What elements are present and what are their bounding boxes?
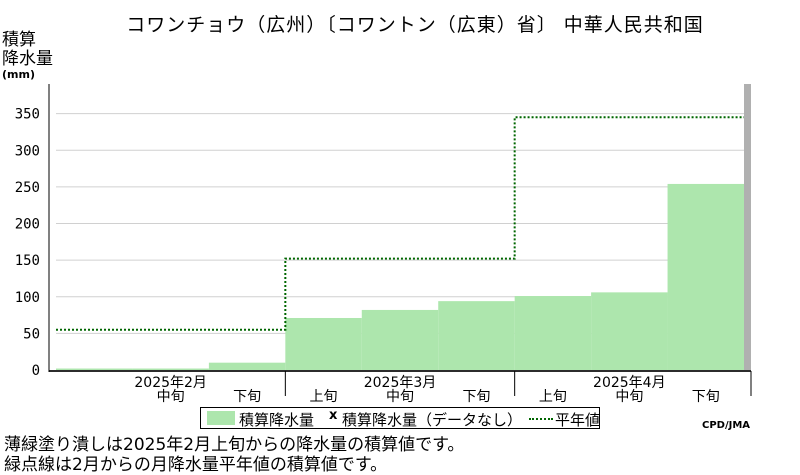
chart-title: コワンチョウ（広州）〔コワントン（広東）省〕 中華人民共和国 xyxy=(126,14,704,36)
bar-3 xyxy=(285,317,362,370)
x-tick-label-6: 上旬 xyxy=(539,389,567,405)
y-axis-label: 積算 降水量 (mm) xyxy=(2,31,53,81)
x-tick-label-7: 中旬 xyxy=(615,389,643,405)
legend-marker-x-icon: x xyxy=(329,408,338,423)
bar-4 xyxy=(361,309,439,370)
x-tick-label-8: 下旬 xyxy=(692,389,720,405)
legend-label-nodata: 積算降水量（データなし） xyxy=(342,411,523,429)
y-axis-label-line2: 降水量 xyxy=(2,49,53,69)
y-tick-label-200: 200 xyxy=(15,217,40,233)
y-tick-label-100: 100 xyxy=(15,290,40,306)
y-axis-label-line1: 積算 xyxy=(2,30,36,50)
legend-swatch-accumulated xyxy=(207,411,235,425)
bar-6 xyxy=(514,296,592,370)
x-tick-label-3: 上旬 xyxy=(310,389,338,405)
y-axis-unit: (mm) xyxy=(2,68,35,81)
chart-legend: 積算降水量 x 積算降水量（データなし） 平年値 xyxy=(200,407,600,429)
x-tick-label-4: 中旬 xyxy=(386,389,414,405)
y-tick-label-250: 250 xyxy=(15,180,40,196)
bar-1 xyxy=(132,368,209,370)
bar-5 xyxy=(438,301,515,370)
y-tick-label-0: 0 xyxy=(32,363,40,379)
x-tick-label-5: 下旬 xyxy=(462,389,490,405)
bar-8 xyxy=(667,183,744,370)
legend-line-normal xyxy=(529,418,553,420)
bar-7 xyxy=(591,292,668,370)
x-month-label-0: 2025年2月 xyxy=(134,375,207,391)
normal-step-line xyxy=(56,116,744,331)
note-line-1: 薄緑塗り潰しは2025年2月上旬からの降水量の積算値です。 xyxy=(4,435,465,455)
x-tick-label-1: 中旬 xyxy=(157,389,185,405)
x-month-label-2: 2025年4月 xyxy=(593,375,666,391)
y-tick-label-350: 350 xyxy=(15,107,40,123)
y-tick-label-150: 150 xyxy=(15,253,40,269)
bar-2 xyxy=(208,362,286,370)
y-tick-label-300: 300 xyxy=(15,143,40,159)
note-line-2: 緑点線は2月からの月降水量平年値の積算値です。 xyxy=(4,455,388,475)
x-tick-label-2: 下旬 xyxy=(233,389,261,405)
credit-label: CPD/JMA xyxy=(702,420,751,431)
x-month-label-1: 2025年3月 xyxy=(364,375,437,391)
y-tick-label-50: 50 xyxy=(23,326,40,342)
bar-0 xyxy=(56,368,133,370)
legend-label-normal: 平年値 xyxy=(555,411,601,429)
legend-label-accumulated: 積算降水量 xyxy=(239,411,315,429)
